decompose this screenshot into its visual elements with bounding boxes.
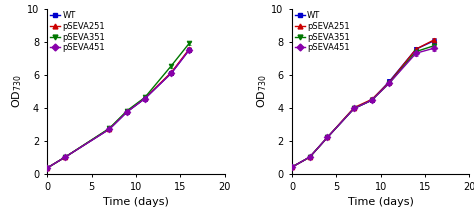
Y-axis label: OD$_{730}$: OD$_{730}$ xyxy=(255,74,269,108)
X-axis label: Time (days): Time (days) xyxy=(348,197,414,207)
Y-axis label: OD$_{730}$: OD$_{730}$ xyxy=(10,74,24,108)
Legend: WT, pSEVA251, pSEVA351, pSEVA451: WT, pSEVA251, pSEVA351, pSEVA451 xyxy=(294,10,351,53)
Text: (b): (b) xyxy=(265,0,286,2)
Text: (a): (a) xyxy=(21,0,41,2)
X-axis label: Time (days): Time (days) xyxy=(103,197,169,207)
Legend: WT, pSEVA251, pSEVA351, pSEVA451: WT, pSEVA251, pSEVA351, pSEVA451 xyxy=(49,10,106,53)
